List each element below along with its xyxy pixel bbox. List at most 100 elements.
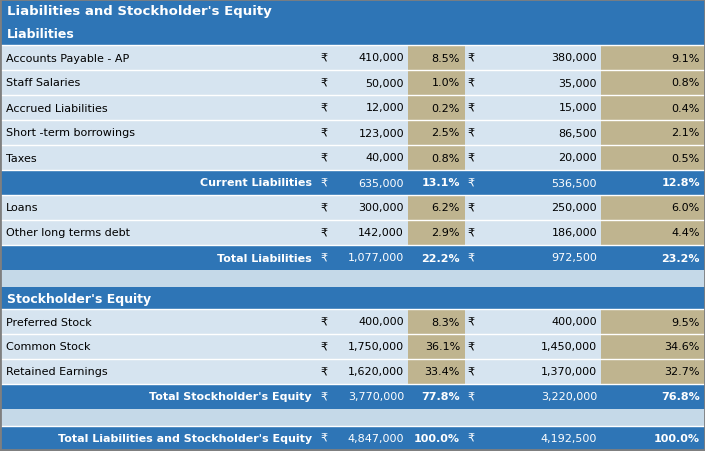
Text: 12,000: 12,000 (365, 103, 404, 113)
Text: ₹: ₹ (467, 317, 474, 327)
Text: 100.0%: 100.0% (654, 433, 700, 443)
Bar (0, 71, 705, 96)
Text: ₹: ₹ (467, 228, 474, 238)
Text: ₹: ₹ (467, 433, 474, 443)
Text: 2.1%: 2.1% (672, 128, 700, 138)
Text: Accrued Liabilities: Accrued Liabilities (6, 103, 108, 113)
Bar (0, 384, 705, 409)
Text: 0.2%: 0.2% (431, 103, 460, 113)
Bar (0, 221, 705, 245)
Text: Common Stock: Common Stock (6, 342, 90, 352)
Text: 9.1%: 9.1% (672, 53, 700, 63)
Text: 1,077,000: 1,077,000 (348, 253, 404, 263)
Text: ₹: ₹ (320, 253, 327, 263)
Bar (0, 121, 705, 146)
Text: Liabilities: Liabilities (7, 28, 75, 41)
Text: 1.0%: 1.0% (431, 78, 460, 88)
Text: Taxes: Taxes (6, 153, 37, 163)
Bar (0, 359, 705, 384)
Text: ₹: ₹ (320, 317, 327, 327)
Text: 33.4%: 33.4% (424, 367, 460, 377)
Text: ₹: ₹ (320, 153, 327, 163)
Text: ₹: ₹ (320, 367, 327, 377)
Text: 1,450,000: 1,450,000 (541, 342, 597, 352)
Text: 36.1%: 36.1% (424, 342, 460, 352)
Bar (408, 196, 465, 221)
Text: 972,500: 972,500 (551, 253, 597, 263)
Bar (0, 96, 705, 121)
Text: ₹: ₹ (320, 178, 327, 188)
Text: 86,500: 86,500 (558, 128, 597, 138)
Text: ₹: ₹ (320, 391, 327, 401)
Text: 3,770,000: 3,770,000 (348, 391, 404, 401)
Text: 6.2%: 6.2% (431, 203, 460, 213)
Bar (0, 334, 705, 359)
Text: 8.5%: 8.5% (431, 53, 460, 63)
Text: Retained Earnings: Retained Earnings (6, 367, 108, 377)
Text: 250,000: 250,000 (551, 203, 597, 213)
Text: Liabilities and Stockholder's Equity: Liabilities and Stockholder's Equity (7, 5, 271, 18)
Text: 13.1%: 13.1% (422, 178, 460, 188)
Bar (408, 146, 465, 170)
Text: ₹: ₹ (320, 433, 327, 443)
Bar (601, 309, 705, 334)
Bar (0, 426, 705, 450)
Bar (601, 359, 705, 384)
Text: 2.9%: 2.9% (431, 228, 460, 238)
Text: ₹: ₹ (467, 367, 474, 377)
Bar (408, 334, 465, 359)
Bar (0, 287, 705, 309)
Text: 0.8%: 0.8% (672, 78, 700, 88)
Text: 4,192,500: 4,192,500 (541, 433, 597, 443)
Bar (0, 409, 705, 426)
Text: 32.7%: 32.7% (665, 367, 700, 377)
Bar (0, 196, 705, 221)
Text: ₹: ₹ (320, 78, 327, 88)
Bar (408, 309, 465, 334)
Text: ₹: ₹ (467, 153, 474, 163)
Text: 6.0%: 6.0% (672, 203, 700, 213)
Text: Current Liabilities: Current Liabilities (200, 178, 312, 188)
Text: ₹: ₹ (467, 103, 474, 113)
Text: 1,750,000: 1,750,000 (348, 342, 404, 352)
Bar (408, 71, 465, 96)
Text: Other long terms debt: Other long terms debt (6, 228, 130, 238)
Text: 1,370,000: 1,370,000 (541, 367, 597, 377)
Text: 300,000: 300,000 (359, 203, 404, 213)
Text: 1,620,000: 1,620,000 (348, 367, 404, 377)
Bar (601, 46, 705, 71)
Bar (601, 121, 705, 146)
Bar (0, 170, 705, 196)
Bar (0, 24, 705, 46)
Text: ₹: ₹ (467, 53, 474, 63)
Text: 40,000: 40,000 (365, 153, 404, 163)
Bar (601, 96, 705, 121)
Bar (601, 146, 705, 170)
Text: Loans: Loans (6, 203, 39, 213)
Text: Staff Salaries: Staff Salaries (6, 78, 80, 88)
Text: Short -term borrowings: Short -term borrowings (6, 128, 135, 138)
Text: 400,000: 400,000 (551, 317, 597, 327)
Text: ₹: ₹ (320, 128, 327, 138)
Text: ₹: ₹ (467, 128, 474, 138)
Text: 9.5%: 9.5% (672, 317, 700, 327)
Bar (0, 0, 705, 24)
Text: 100.0%: 100.0% (414, 433, 460, 443)
Text: ₹: ₹ (320, 103, 327, 113)
Bar (601, 334, 705, 359)
Bar (0, 245, 705, 271)
Text: 8.3%: 8.3% (431, 317, 460, 327)
Bar (0, 46, 705, 71)
Text: 410,000: 410,000 (358, 53, 404, 63)
Text: 12.8%: 12.8% (661, 178, 700, 188)
Text: 536,500: 536,500 (551, 178, 597, 188)
Bar (408, 221, 465, 245)
Text: Accounts Payable - AP: Accounts Payable - AP (6, 53, 129, 63)
Text: ₹: ₹ (320, 203, 327, 213)
Text: 142,000: 142,000 (358, 228, 404, 238)
Bar (601, 221, 705, 245)
Text: Total Stockholder's Equity: Total Stockholder's Equity (149, 391, 312, 401)
Bar (601, 71, 705, 96)
Bar (601, 196, 705, 221)
Bar (408, 121, 465, 146)
